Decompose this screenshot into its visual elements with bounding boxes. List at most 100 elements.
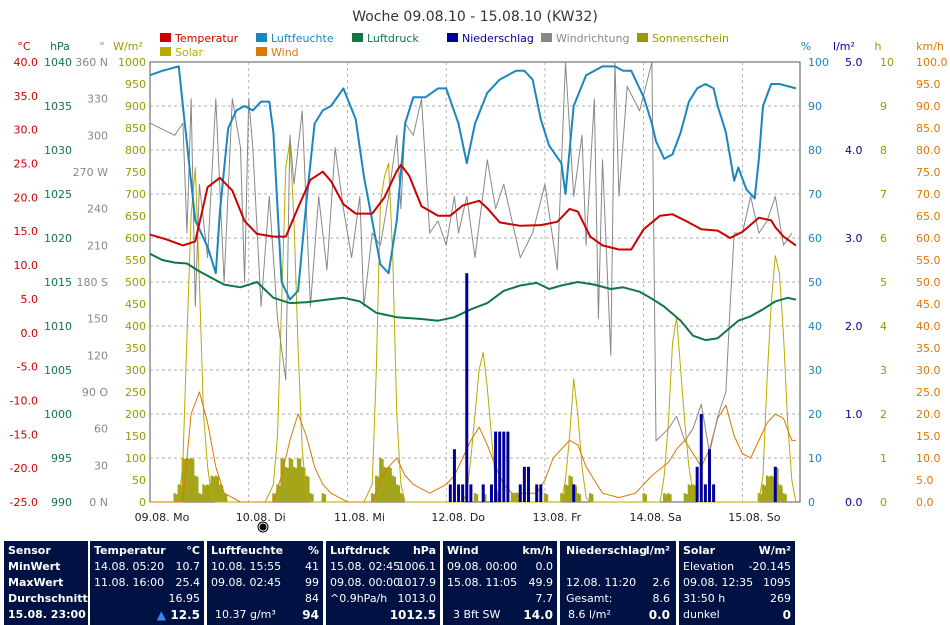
sunshine-bar xyxy=(780,485,783,502)
axis-units: °C hPa ° W/m²% l/m² h km/h xyxy=(17,40,944,53)
rain-bar xyxy=(572,484,576,502)
sunshine-bar xyxy=(570,476,573,502)
tick-label-solar: 250 xyxy=(125,386,146,399)
sunshine-bar xyxy=(202,484,205,502)
series-lines xyxy=(149,61,797,503)
sunshine-bar xyxy=(370,493,374,502)
tick-label-temp: 10.0 xyxy=(14,259,39,272)
unit-sun: h xyxy=(875,40,882,53)
tick-label-hum: 90 xyxy=(808,100,822,113)
tick-label-wind: 45.0 xyxy=(916,298,941,311)
sunshine-bar xyxy=(307,476,310,502)
rain-bar xyxy=(703,484,707,502)
x-tick-label: 13.08. Fr xyxy=(533,511,582,524)
tick-label-rain: 2.0 xyxy=(845,320,863,333)
sunshine-bar xyxy=(568,475,571,502)
legend-swatch xyxy=(160,47,171,56)
hum-min-value: 41 xyxy=(305,560,319,573)
tick-label-sun: 4 xyxy=(880,320,887,333)
sunshine-bar xyxy=(510,493,514,502)
tick-label-solar: 150 xyxy=(125,430,146,443)
elevation-value: -20.145 xyxy=(748,560,791,573)
rain-bar xyxy=(448,484,452,502)
hum-max-value: 99 xyxy=(305,576,319,589)
x-tick-label: 14.08. Sa xyxy=(630,511,682,524)
tick-label-press: 990 xyxy=(51,496,72,509)
legend-swatch xyxy=(160,33,171,42)
press-min-time: 15.08. 02:45 xyxy=(330,560,401,573)
rain-bar xyxy=(494,431,498,502)
sunshine-bar xyxy=(397,485,401,502)
sunshine-bar xyxy=(588,493,592,502)
solar-avg-value: 269 xyxy=(770,592,791,605)
sunshine-bar xyxy=(177,484,180,502)
sunshine-bar xyxy=(391,475,394,502)
temp-min-time: 14.08. 05:20 xyxy=(94,560,165,573)
tick-label-solar: 50 xyxy=(132,474,146,487)
tick-label-wind: 80.0 xyxy=(916,144,941,157)
hum-last-value: 94 xyxy=(302,608,319,622)
tick-label-temp: 40.0 xyxy=(14,56,39,69)
sunshine-bar xyxy=(399,493,403,502)
legend-swatch xyxy=(256,47,267,56)
elevation-label: Elevation xyxy=(683,560,735,573)
tick-label-press: 1040 xyxy=(44,56,72,69)
press-max-time: 09.08. 00:00 xyxy=(330,576,401,589)
sunshine-bar xyxy=(377,476,380,502)
rain-bar xyxy=(712,484,716,502)
avg-label: Durchschnitt xyxy=(8,592,88,605)
hum-min-time: 10.08. 15:55 xyxy=(211,560,282,573)
rain-bar xyxy=(481,484,485,502)
tick-label-hum: 20 xyxy=(808,408,822,421)
sunshine-bar xyxy=(298,459,302,502)
sunshine-bar xyxy=(784,494,787,502)
grid xyxy=(150,62,800,502)
tick-label-wind: 95.0 xyxy=(916,78,941,91)
rain-total-label: Gesamt: xyxy=(566,592,613,605)
sunshine-bar xyxy=(776,467,779,502)
tick-label-sun: 1 xyxy=(880,452,887,465)
tick-label-wind: 20.0 xyxy=(916,408,941,421)
sunshine-bar xyxy=(759,494,763,502)
tick-label-dir: 180 S xyxy=(77,276,108,289)
sunshine-bar xyxy=(578,494,582,502)
sunshine-bar xyxy=(687,484,691,502)
tick-label-wind: 60.0 xyxy=(916,232,941,245)
sunshine-bar xyxy=(564,484,567,502)
sunshine-bar xyxy=(770,475,773,502)
min-label: MinWert xyxy=(8,560,61,573)
sunshine-bar xyxy=(280,458,283,502)
tick-label-sun: 10 xyxy=(880,56,894,69)
tick-label-sun: 7 xyxy=(880,188,887,201)
unit-temp: °C xyxy=(17,40,31,53)
sunshine-bar xyxy=(663,493,666,502)
tick-label-solar: 850 xyxy=(125,122,146,135)
tick-label-dir: 330 xyxy=(87,93,108,106)
sunshine-bar xyxy=(395,484,399,502)
rain-bar xyxy=(535,484,539,502)
sunshine-bar xyxy=(173,493,176,502)
tick-label-temp: 0.0 xyxy=(21,327,39,340)
sunshine-bar xyxy=(191,459,195,502)
sunshine-bar xyxy=(185,458,189,502)
press-max-value: 1017.9 xyxy=(397,576,437,589)
sunshine-bar xyxy=(311,494,314,502)
solar-unit: W/m² xyxy=(758,544,791,557)
sunshine-bar xyxy=(514,493,518,502)
tick-label-temp: -20.0 xyxy=(10,462,38,475)
sunshine-bar xyxy=(667,493,670,502)
rain-bar xyxy=(457,484,461,502)
rain-max-time: 12.08. 11:20 xyxy=(566,576,637,589)
stats-rain: Niederschlag l/m² 12.08. 11:20 2.6 Gesamt:… xyxy=(560,541,676,625)
legend-swatch xyxy=(447,33,458,42)
legend-swatch xyxy=(637,33,648,42)
sunshine-bar xyxy=(198,493,201,502)
tick-label-press: 1030 xyxy=(44,144,72,157)
wind-header: Wind xyxy=(447,544,479,557)
stats-wind: Wind km/h 09.08. 00:00 0.0 15.08. 11:05 49.… xyxy=(443,541,557,625)
sunshine-bar xyxy=(276,484,279,502)
tick-label-solar: 100 xyxy=(125,452,146,465)
series-line-temperatur xyxy=(149,163,797,251)
tick-label-wind: 90.0 xyxy=(916,100,941,113)
tick-label-dir: 30 xyxy=(94,459,108,472)
